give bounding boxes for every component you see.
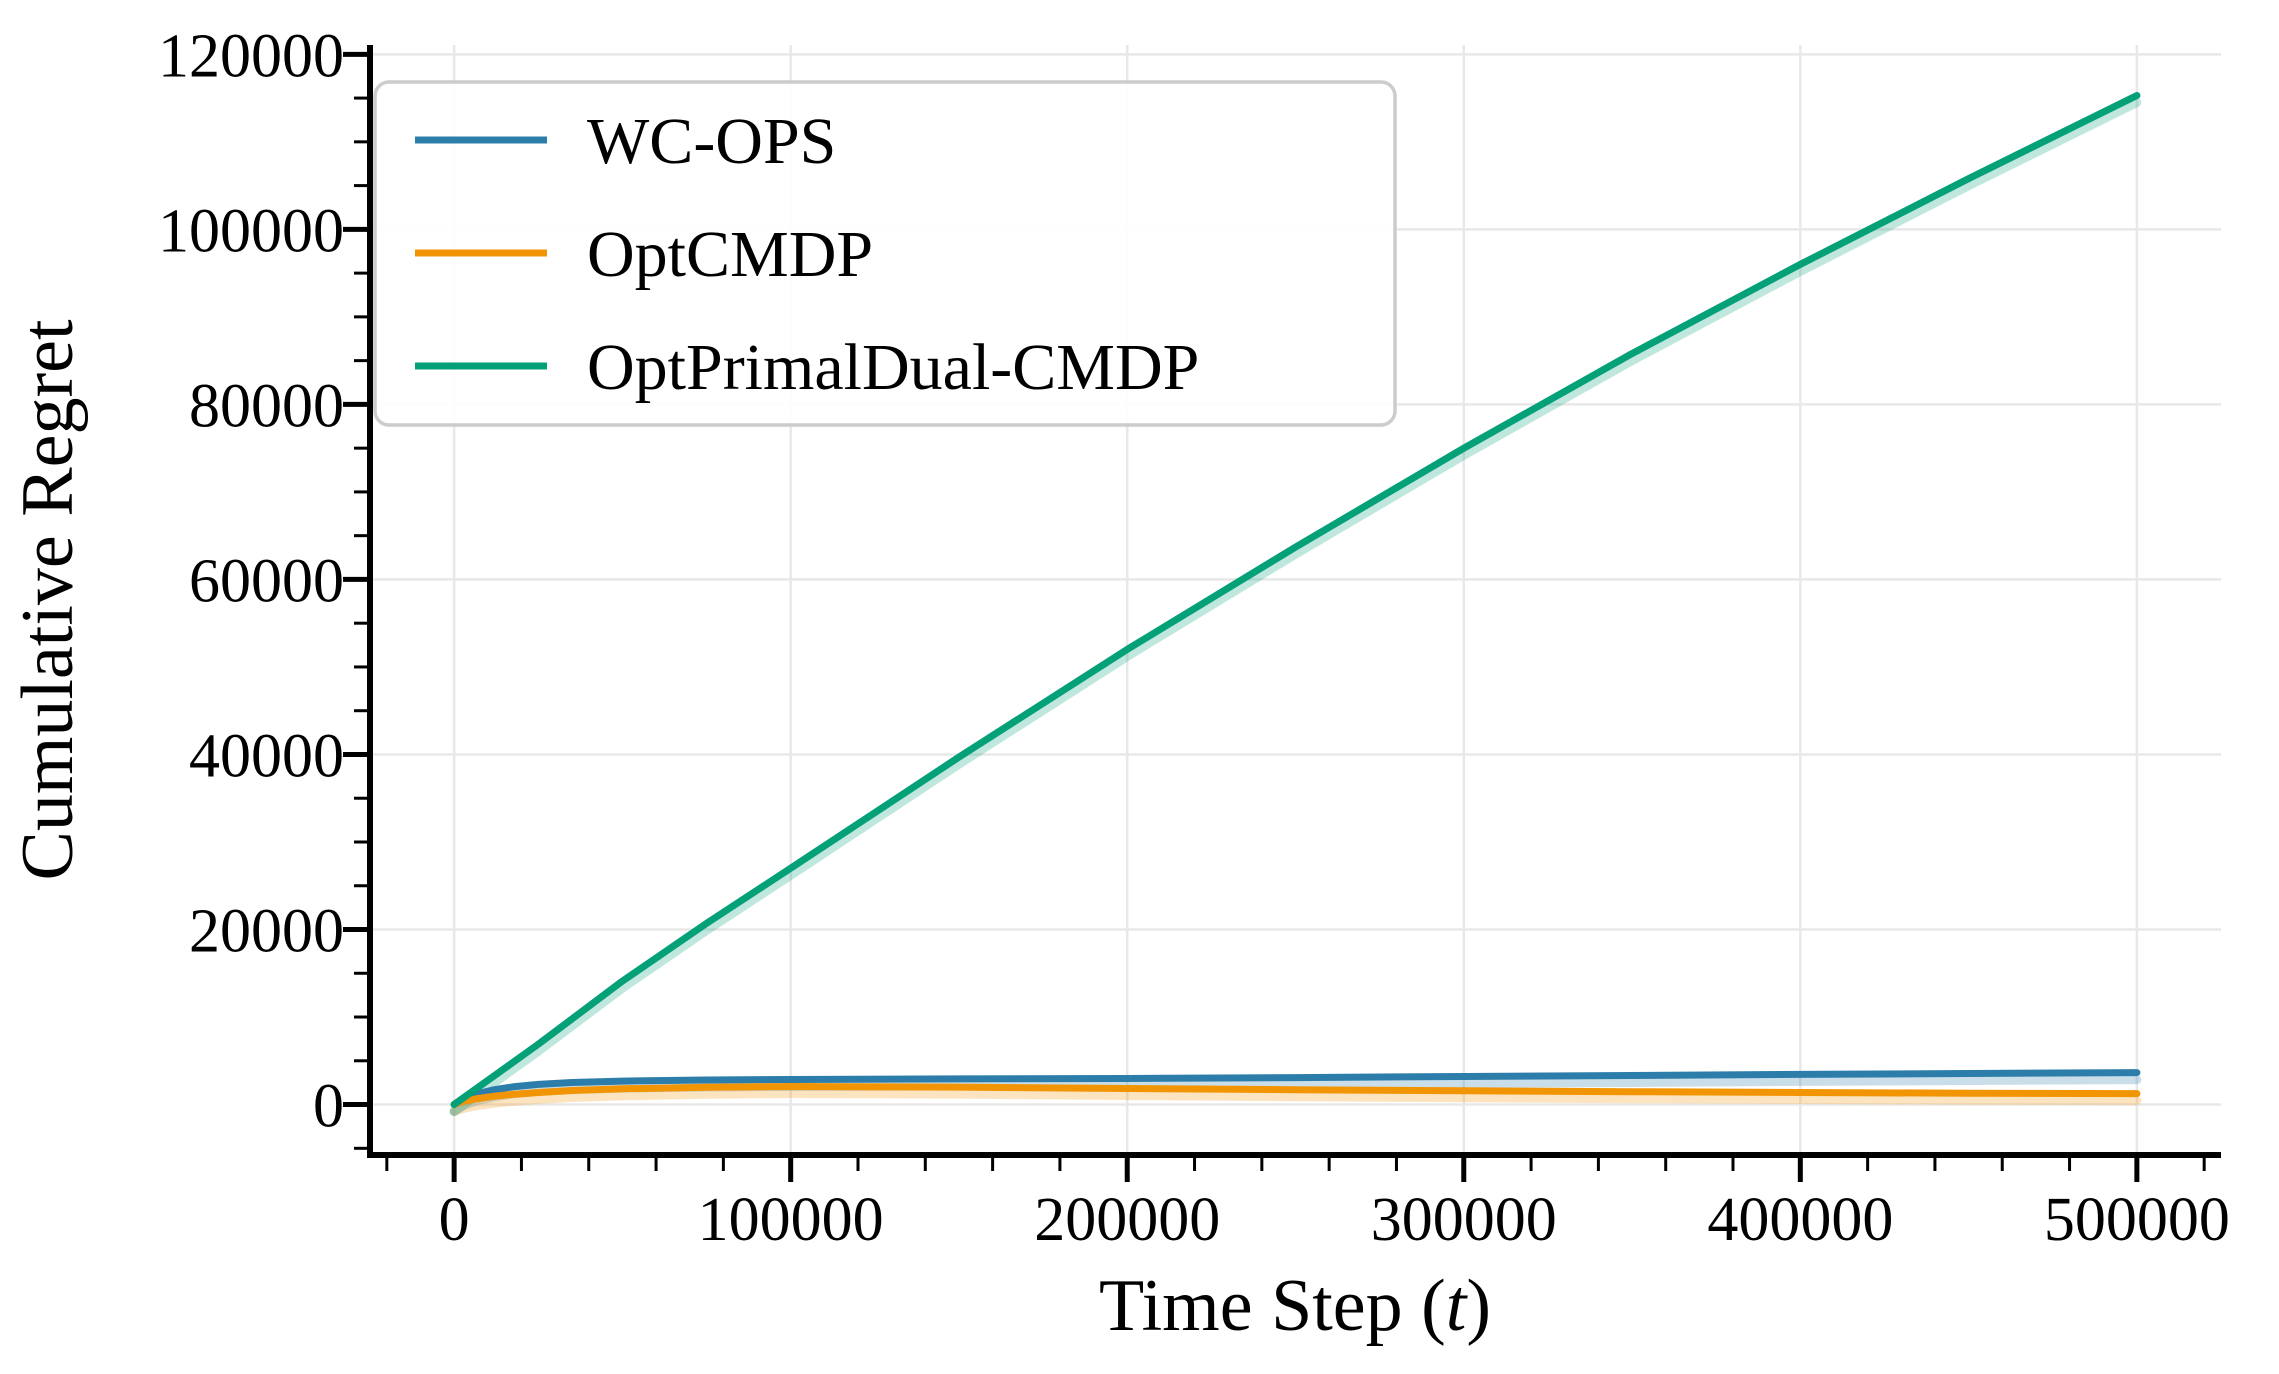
x-tick-label: 0 [439, 1186, 470, 1254]
series-lines [450, 92, 2141, 1108]
y-tick-label: 120000 [158, 22, 344, 90]
y-tick-label: 40000 [189, 722, 344, 790]
series-line-OptPrimalDual-CMDP [450, 92, 2141, 1108]
y-tick-label: 80000 [189, 372, 344, 440]
axis-spines [367, 45, 2221, 1158]
legend-box [373, 80, 1397, 427]
legend-label-OptPrimalDual-CMDP: OptPrimalDual-CMDP [587, 331, 1199, 404]
y-axis-label: Cumulative Regret [7, 319, 89, 880]
x-tick-label: 100000 [698, 1186, 884, 1254]
axis-ticks [343, 51, 2206, 1182]
x-tick-label: 300000 [1371, 1186, 1557, 1254]
x-tick-label: 500000 [2044, 1186, 2230, 1254]
legend-label-WC-OPS: WC-OPS [587, 105, 836, 178]
legend-label-OptCMDP: OptCMDP [587, 218, 873, 291]
band-OptCMDP [449, 1089, 2142, 1116]
y-tick-label: 0 [313, 1073, 344, 1141]
tick-labels: 0 100000 200000 300000 400000 500000 0 20000 400… [158, 22, 2230, 1254]
band-OptPrimalDual-CMDP [449, 98, 2142, 1116]
x-tick-label: 400000 [1707, 1186, 1893, 1254]
legend: WC-OPS OptCMDP OptPrimalDual-CMDP [373, 80, 1397, 427]
series-line-WC-OPS [450, 1069, 2141, 1108]
y-tick-label: 20000 [189, 898, 344, 966]
x-axis-label: Time Step (t) [1099, 1265, 1491, 1347]
y-tick-label: 100000 [158, 197, 344, 265]
series-line-OptCMDP [450, 1083, 2141, 1108]
x-tick-label: 200000 [1034, 1186, 1220, 1254]
y-tick-label: 60000 [189, 547, 344, 615]
